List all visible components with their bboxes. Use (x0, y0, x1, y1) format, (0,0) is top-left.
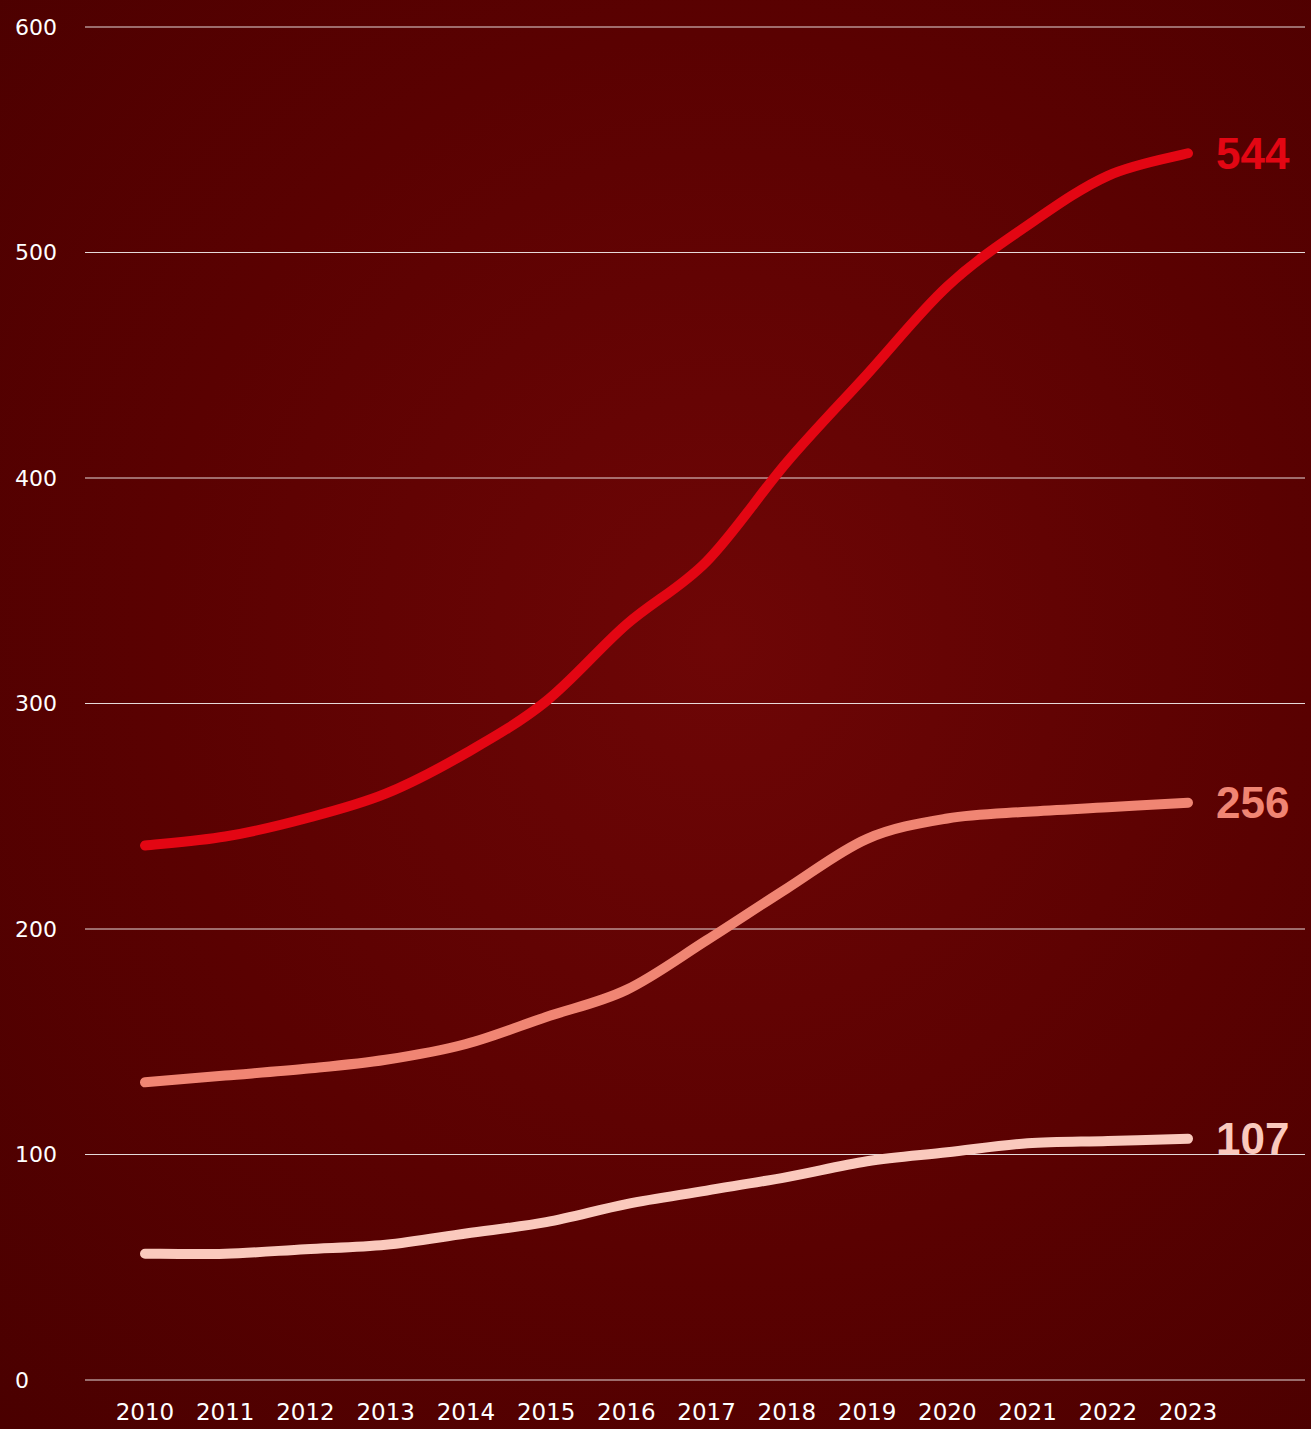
y-tick-label: 100 (15, 1142, 57, 1167)
x-tick-label: 2013 (356, 1399, 415, 1425)
end-labels: 544 256 107 (1216, 129, 1290, 1163)
grid (85, 27, 1305, 1380)
y-tick-label: 500 (15, 240, 57, 265)
grid-line (85, 1380, 1305, 1381)
x-tick-label: 2011 (196, 1399, 255, 1425)
x-tick-label: 2019 (838, 1399, 897, 1425)
x-tick-label: 2023 (1159, 1399, 1218, 1425)
series-line (145, 153, 1188, 845)
x-tick-label: 2014 (437, 1399, 496, 1425)
lines (145, 153, 1188, 1254)
series-line (145, 1139, 1188, 1254)
x-tick-label: 2017 (677, 1399, 736, 1425)
x-tick-label: 2015 (517, 1399, 576, 1425)
y-tick-label: 200 (15, 917, 57, 942)
x-tick-label: 2021 (998, 1399, 1057, 1425)
grid-line (85, 703, 1305, 704)
y-tick-label: 300 (15, 691, 57, 716)
grid-line (85, 929, 1305, 930)
grid-line (85, 478, 1305, 479)
end-label: 544 (1216, 129, 1290, 178)
grid-line (85, 252, 1305, 253)
x-tick-label: 2012 (276, 1399, 335, 1425)
end-label: 256 (1216, 778, 1289, 827)
x-tick-label: 2022 (1078, 1399, 1137, 1425)
grid-line (85, 1154, 1305, 1155)
chart: 0 100 200 300 400 500 600 2010 2011 2012 2013 2014 2… (0, 0, 1311, 1429)
x-tick-label: 2020 (918, 1399, 977, 1425)
x-tick-label: 2016 (597, 1399, 656, 1425)
end-label: 107 (1216, 1114, 1289, 1163)
y-tick-label: 400 (15, 466, 57, 491)
grid-line (85, 27, 1305, 28)
y-tick-label: 600 (15, 15, 57, 40)
y-tick-label: 0 (15, 1368, 29, 1393)
series-line (145, 803, 1188, 1083)
x-tick-label: 2010 (116, 1399, 175, 1425)
x-tick-label: 2018 (758, 1399, 817, 1425)
